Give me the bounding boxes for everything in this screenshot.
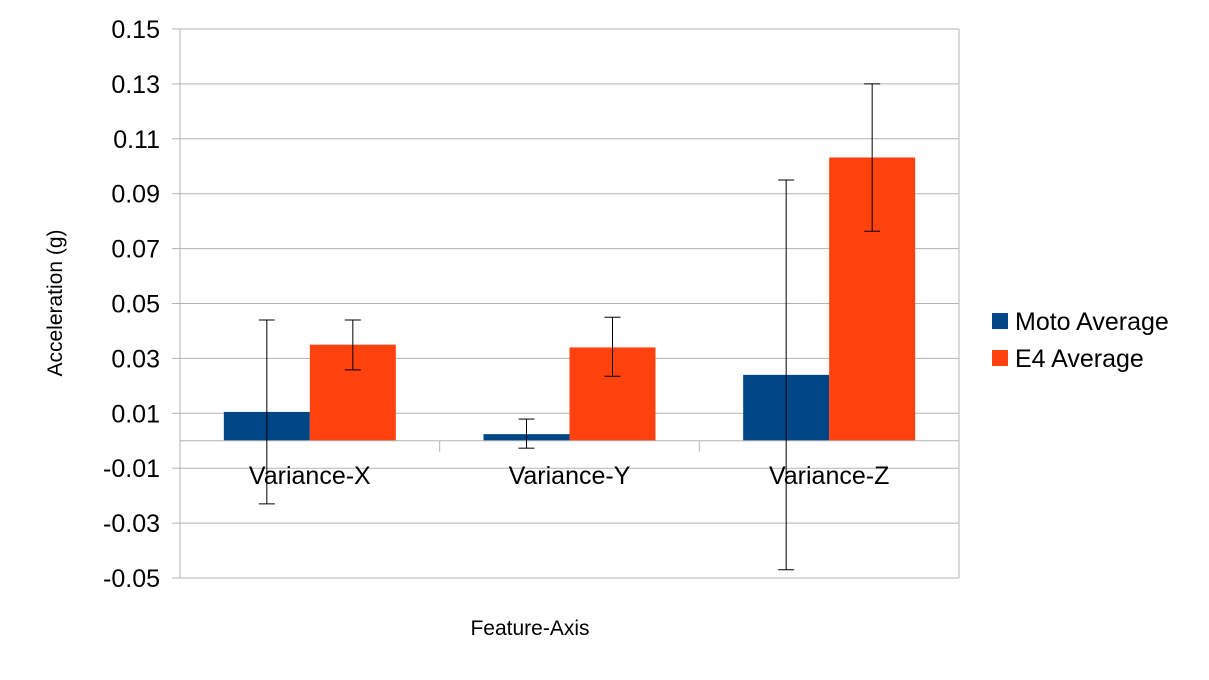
bars — [223, 157, 916, 441]
y-tick-label: -0.01 — [103, 455, 160, 483]
legend-swatch-moto — [992, 313, 1008, 329]
y-tick-label: -0.05 — [103, 565, 160, 593]
category-label: Variance-Y — [509, 462, 631, 490]
y-tick-label: 0.03 — [111, 345, 160, 373]
y-tick-labels: 0.15 0.13 0.11 0.09 0.07 0.05 0.03 0.01 -0.01 -0.… — [103, 16, 160, 593]
y-tick-label: 0.01 — [111, 400, 160, 428]
legend-label-e4: E4 Average — [1015, 345, 1144, 373]
legend-swatch-e4 — [992, 350, 1008, 366]
y-tick-label: -0.03 — [103, 510, 160, 538]
category-label: Variance-Z — [769, 462, 889, 490]
category-label: Variance-X — [249, 462, 371, 490]
axes — [179, 29, 960, 578]
y-tick-label: 0.09 — [111, 181, 160, 209]
x-axis-title: Feature-Axis — [470, 617, 589, 640]
category-labels: Variance-X Variance-Y Variance-Z — [249, 462, 889, 490]
y-tick-label: 0.13 — [111, 71, 160, 99]
y-tick-label: 0.11 — [113, 126, 160, 154]
y-tick-label: 0.07 — [111, 236, 160, 264]
y-axis-title: Acceleration (g) — [44, 229, 67, 376]
y-tick-label: 0.05 — [111, 291, 160, 319]
y-tick-label: 0.15 — [111, 16, 160, 44]
legend: Moto Average E4 Average — [992, 308, 1169, 373]
error-bars — [258, 83, 881, 571]
legend-label-moto: Moto Average — [1015, 308, 1169, 336]
